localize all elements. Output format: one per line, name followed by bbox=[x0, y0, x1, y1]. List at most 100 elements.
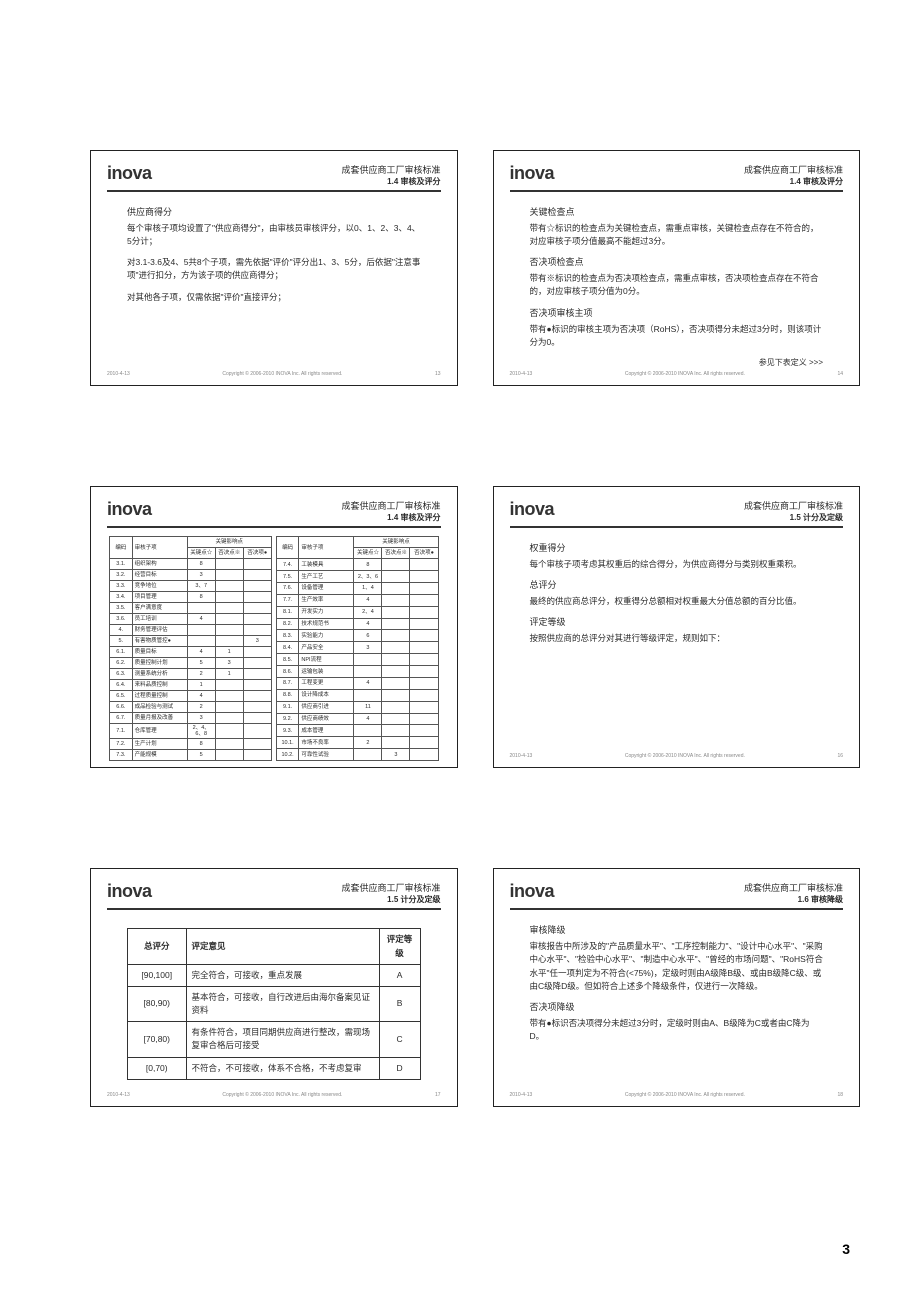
th-name: 审核子项 bbox=[132, 537, 187, 559]
table-cell: 6.6. bbox=[110, 702, 133, 713]
logo: inova bbox=[510, 163, 555, 184]
table-cell: 3.4. bbox=[110, 592, 133, 603]
table-cell bbox=[354, 749, 382, 761]
table-cell: 3.5. bbox=[110, 603, 133, 614]
table-pair: 编码 审核子项 关键影响点 关键点☆ 否决点※ 否决项● 3.1.组织架构83.… bbox=[109, 536, 439, 761]
paragraph: 每个审核子项考虑其权重后的综合得分，为供应商得分与类别权重乘积。 bbox=[530, 558, 824, 571]
table-cell: 2、3、6 bbox=[354, 571, 382, 583]
table-row: 5.有害物质管控●3 bbox=[110, 636, 272, 647]
title-main: 成套供应商工厂审核标准 bbox=[341, 499, 440, 512]
table-cell bbox=[243, 680, 271, 691]
table-cell: 9.1. bbox=[276, 701, 299, 713]
table-cell: 3 bbox=[354, 642, 382, 654]
title-block: 成套供应商工厂审核标准 1.4 审核及评分 bbox=[744, 163, 843, 187]
table-cell bbox=[243, 625, 271, 636]
table-cell: 6.7. bbox=[110, 713, 133, 724]
table-cell bbox=[215, 691, 243, 702]
table-cell bbox=[410, 559, 438, 571]
table-cell bbox=[410, 606, 438, 618]
table-row: [90,100]完全符合，可接收，重点发展A bbox=[128, 964, 421, 986]
table-cell: 8.1. bbox=[276, 606, 299, 618]
table-cell: 运输包装 bbox=[299, 666, 354, 678]
table-row: 9.1.供应商引进11 bbox=[276, 701, 438, 713]
table-cell: 产品安全 bbox=[299, 642, 354, 654]
table-cell bbox=[410, 642, 438, 654]
table-row: 3.4.项目管理8 bbox=[110, 592, 272, 603]
slide-footer: 2010-4-13 Copyright © 2006-2010 INOVA In… bbox=[107, 369, 441, 379]
table-cell: C bbox=[379, 1022, 420, 1057]
slide-header: inova 成套供应商工厂审核标准 1.4 审核及评分 bbox=[107, 499, 441, 528]
table-cell bbox=[410, 630, 438, 642]
table-cell bbox=[243, 603, 271, 614]
table-row: 7.6.设备管理1、4 bbox=[276, 582, 438, 594]
table-cell: 供应商绩效 bbox=[299, 713, 354, 725]
slide-page-number: 14 bbox=[837, 371, 843, 377]
th-key: 关键点☆ bbox=[187, 548, 215, 559]
table-cell: 实验能力 bbox=[299, 630, 354, 642]
table-cell bbox=[382, 571, 410, 583]
table-cell: 4 bbox=[354, 677, 382, 689]
table-cell: 6 bbox=[354, 630, 382, 642]
table-cell: 3 bbox=[187, 713, 215, 724]
title-block: 成套供应商工厂审核标准 1.5 计分及定级 bbox=[341, 881, 440, 905]
table-cell: 5. bbox=[110, 636, 133, 647]
table-cell: 7.5. bbox=[276, 571, 299, 583]
table-cell: 3、7 bbox=[187, 581, 215, 592]
footer-date: 2010-4-13 bbox=[510, 371, 533, 377]
table-cell: 6.1. bbox=[110, 647, 133, 658]
table-cell bbox=[382, 618, 410, 630]
table-cell: 6.5. bbox=[110, 691, 133, 702]
th-grade: 评定等级 bbox=[379, 929, 420, 964]
table-cell: 5 bbox=[187, 658, 215, 669]
table-cell bbox=[243, 614, 271, 625]
table-row: 7.2.生产计划8 bbox=[110, 739, 272, 750]
table-cell: 成本管理 bbox=[299, 725, 354, 737]
table-cell bbox=[243, 702, 271, 713]
table-row: 8.6.运输包装 bbox=[276, 666, 438, 678]
table-cell: 测量系统分析 bbox=[132, 669, 187, 680]
table-cell bbox=[354, 654, 382, 666]
table-cell bbox=[215, 713, 243, 724]
table-row: 8.1.开发实力2、4 bbox=[276, 606, 438, 618]
th-veto: 否决点※ bbox=[215, 548, 243, 559]
table-cell: 4 bbox=[354, 713, 382, 725]
title-sub: 1.4 审核及评分 bbox=[744, 176, 843, 187]
table-cell: 7.3. bbox=[110, 750, 133, 761]
table-cell bbox=[382, 606, 410, 618]
table-cell bbox=[215, 750, 243, 761]
table-cell: 3 bbox=[187, 570, 215, 581]
table-cell: 设计降成本 bbox=[299, 689, 354, 701]
table-cell: [0,70) bbox=[128, 1057, 187, 1079]
table-cell bbox=[215, 559, 243, 570]
table-cell: 6.2. bbox=[110, 658, 133, 669]
table-cell bbox=[243, 739, 271, 750]
table-cell bbox=[215, 592, 243, 603]
table-cell bbox=[410, 594, 438, 606]
table-cell bbox=[243, 559, 271, 570]
title-main: 成套供应商工厂审核标准 bbox=[744, 881, 843, 894]
table-cell bbox=[410, 666, 438, 678]
heading: 否决项审核主项 bbox=[530, 307, 824, 321]
table-cell: 生产计划 bbox=[132, 739, 187, 750]
title-main: 成套供应商工厂审核标准 bbox=[744, 499, 843, 512]
table-cell: 7.4. bbox=[276, 559, 299, 571]
th-id: 编码 bbox=[110, 537, 133, 559]
heading: 审核降级 bbox=[530, 924, 824, 938]
table-row: [70,80)有条件符合，项目同期供应商进行整改，需现场复审合格后可接受C bbox=[128, 1022, 421, 1057]
logo: inova bbox=[510, 881, 555, 902]
table-cell: 质量目标 bbox=[132, 647, 187, 658]
th-group: 关键影响点 bbox=[187, 537, 271, 548]
title-main: 成套供应商工厂审核标准 bbox=[341, 163, 440, 176]
table-cell bbox=[215, 702, 243, 713]
table-cell bbox=[382, 654, 410, 666]
table-cell bbox=[382, 594, 410, 606]
table-cell: 8.6. bbox=[276, 666, 299, 678]
table-row: 10.1.市场不良率2 bbox=[276, 737, 438, 749]
th-id: 编码 bbox=[276, 537, 299, 559]
table-row: 6.5.过程质量控制4 bbox=[110, 691, 272, 702]
table-cell bbox=[410, 713, 438, 725]
paragraph: 对3.1-3.6及4、5共8个子项，需先依据"评价"评分出1、3、5分，后依据"… bbox=[127, 256, 421, 282]
table-row: [0,70)不符合，不可接收，体系不合格，不考虑复审D bbox=[128, 1057, 421, 1079]
table-cell: 3 bbox=[215, 658, 243, 669]
table-row: 6.4.来料品质控制1 bbox=[110, 680, 272, 691]
